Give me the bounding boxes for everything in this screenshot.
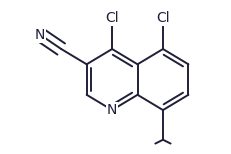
Text: N: N — [107, 103, 117, 117]
Text: N: N — [35, 28, 45, 42]
Text: Cl: Cl — [156, 11, 170, 25]
Text: Cl: Cl — [105, 11, 119, 25]
